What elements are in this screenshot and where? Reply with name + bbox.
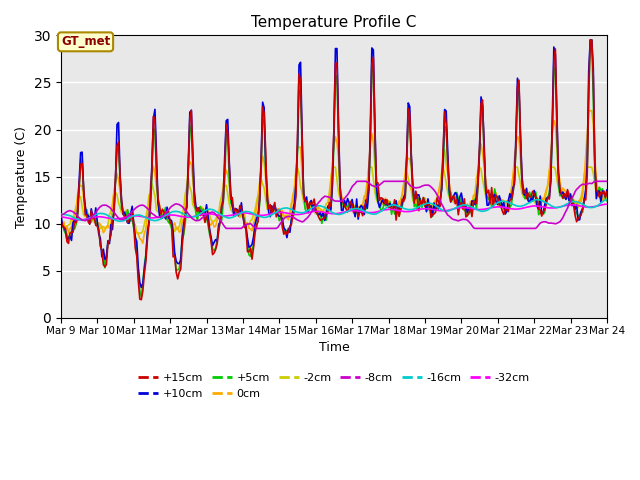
+15cm [603,189,611,194]
+15cm [586,37,594,43]
-16cm [603,197,611,203]
Line: +5cm: +5cm [61,40,607,297]
-32cm [538,204,545,210]
Title: Temperature Profile C: Temperature Profile C [252,15,417,30]
+15cm [57,217,65,223]
+5cm [369,70,377,76]
+10cm [369,47,377,53]
0cm [57,219,65,225]
+5cm [603,198,611,204]
+10cm [538,211,545,216]
-32cm [603,201,611,207]
Line: +15cm: +15cm [61,40,607,300]
-2cm [57,220,65,226]
+15cm [538,213,545,219]
-32cm [369,210,377,216]
-8cm [355,179,362,184]
0cm [139,240,147,246]
-16cm [160,214,168,219]
+5cm [538,210,545,216]
+15cm [369,54,377,60]
0cm [538,195,545,201]
Line: -8cm: -8cm [61,181,607,228]
-16cm [540,199,547,204]
-8cm [159,213,166,219]
+5cm [400,195,408,201]
-8cm [389,179,397,184]
-8cm [57,212,65,218]
+10cm [586,37,594,43]
-2cm [72,204,80,209]
-2cm [134,230,142,236]
+15cm [400,199,408,204]
+5cm [586,37,594,43]
0cm [603,194,611,200]
-2cm [603,193,611,199]
-16cm [369,211,377,217]
0cm [72,208,80,214]
-8cm [371,184,379,190]
0cm [369,140,377,145]
+15cm [160,209,168,215]
Y-axis label: Temperature (C): Temperature (C) [15,126,28,228]
Line: 0cm: 0cm [61,111,607,243]
-32cm [72,217,80,223]
-2cm [328,164,336,170]
-2cm [389,203,397,209]
Line: -32cm: -32cm [61,204,607,220]
X-axis label: Time: Time [319,341,349,354]
-32cm [388,206,396,212]
Text: GT_met: GT_met [61,36,110,48]
-32cm [400,209,408,215]
+10cm [388,204,396,209]
-2cm [371,189,379,195]
-8cm [603,179,611,184]
+15cm [138,297,145,302]
-16cm [57,211,65,217]
-32cm [57,214,65,220]
+5cm [72,221,80,227]
+5cm [57,223,65,228]
-8cm [401,179,409,184]
0cm [388,203,396,208]
0cm [400,182,408,188]
-8cm [72,211,80,217]
+10cm [400,194,408,200]
-16cm [400,205,408,211]
Line: +10cm: +10cm [61,40,607,288]
-16cm [532,197,540,203]
Line: -2cm: -2cm [61,167,607,233]
-32cm [160,213,168,219]
+10cm [138,285,145,290]
+10cm [57,210,65,216]
+5cm [160,210,168,216]
0cm [585,108,593,114]
-2cm [401,172,409,178]
Legend: +15cm, +10cm, +5cm, 0cm, -2cm, -8cm, -16cm, -32cm: +15cm, +10cm, +5cm, 0cm, -2cm, -8cm, -16… [134,369,534,403]
-8cm [540,219,547,225]
+5cm [138,294,145,300]
+10cm [160,212,168,217]
+15cm [388,206,396,212]
0cm [160,208,168,214]
-16cm [116,218,124,224]
-8cm [222,226,230,231]
-16cm [388,202,396,208]
+10cm [72,219,80,225]
+5cm [388,211,396,217]
+15cm [72,220,80,226]
+10cm [603,187,611,193]
-16cm [72,216,80,222]
Line: -16cm: -16cm [61,200,607,221]
-32cm [76,217,83,223]
-2cm [540,197,547,203]
-2cm [160,214,168,220]
